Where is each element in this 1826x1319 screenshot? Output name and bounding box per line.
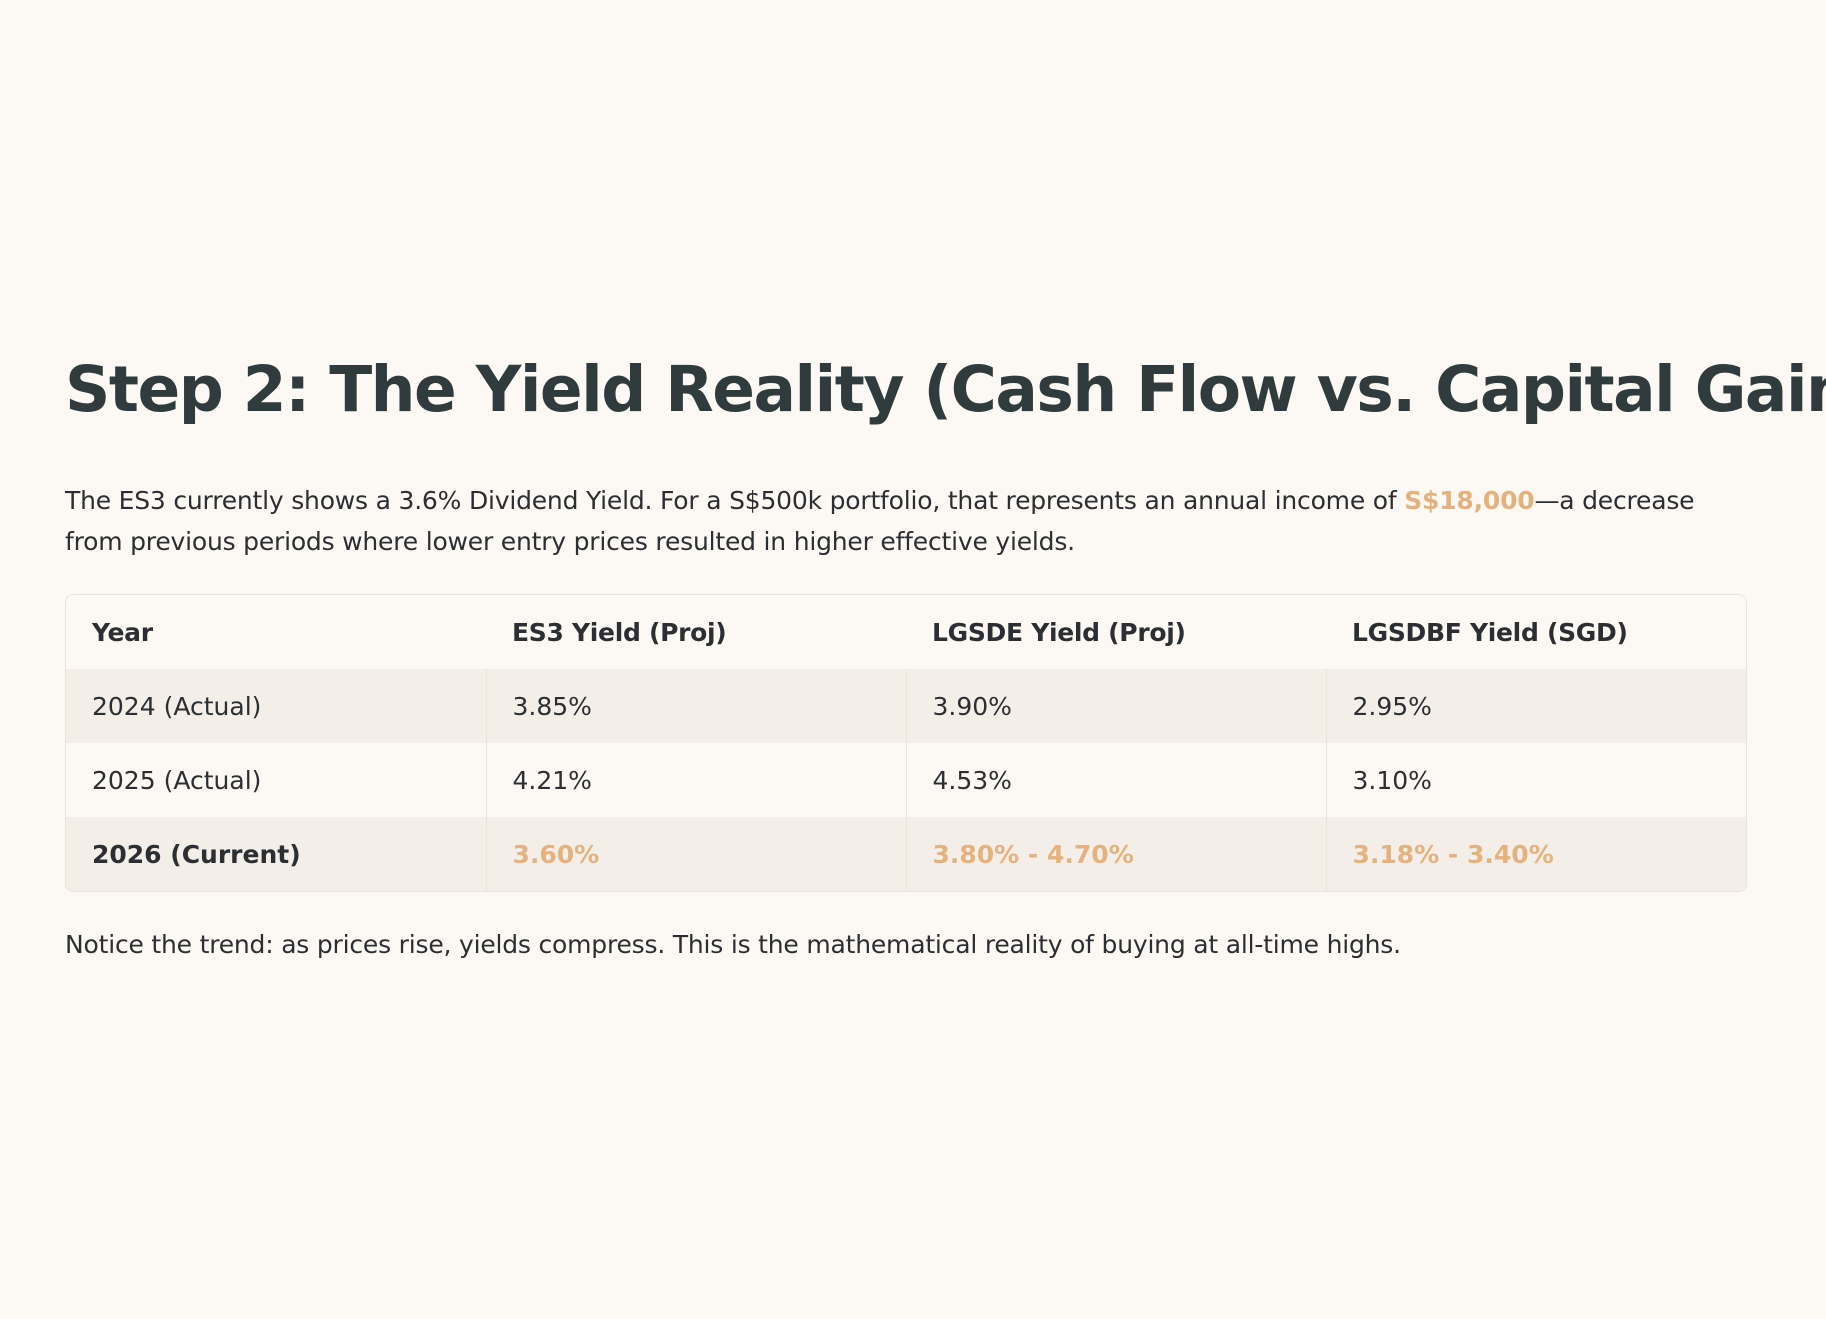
column-header-year: Year <box>92 617 153 647</box>
cell-lgsde-yield: 3.80% - 4.70% <box>905 817 1326 891</box>
column-header-lgsdbf-yield: LGSDBF Yield (SGD) <box>1352 617 1628 647</box>
cell-es3-yield: 4.21% <box>485 743 906 817</box>
intro-text-after: —a decrease from previous periods where … <box>65 486 1695 556</box>
table-row-current: 2026 (Current) 3.60% 3.80% - 4.70% 3.18%… <box>66 817 1746 891</box>
yield-table-container: Year ES3 Yield (Proj) LGSDE Yield (Proj)… <box>65 594 1747 892</box>
yield-table: Year ES3 Yield (Proj) LGSDE Yield (Proj)… <box>66 595 1746 891</box>
cell-lgsde-yield: 3.90% <box>905 669 1326 743</box>
table-row: 2024 (Actual) 3.85% 3.90% 2.95% <box>66 669 1746 743</box>
trend-note: Notice the trend: as prices rise, yields… <box>65 930 1401 959</box>
column-header-es3-yield: ES3 Yield (Proj) <box>512 617 727 647</box>
cell-es3-yield: 3.85% <box>485 669 906 743</box>
intro-paragraph: The ES3 currently shows a 3.6% Dividend … <box>65 480 1747 562</box>
cell-lgsde-yield: 4.53% <box>905 743 1326 817</box>
cell-lgsdbf-yield: 3.10% <box>1325 743 1746 817</box>
cell-lgsdbf-yield: 2.95% <box>1325 669 1746 743</box>
table-row: 2025 (Actual) 4.21% 4.53% 3.10% <box>66 743 1746 817</box>
income-highlight: S$18,000 <box>1404 486 1535 515</box>
table-header-row: Year ES3 Yield (Proj) LGSDE Yield (Proj)… <box>66 595 1746 669</box>
page-title: Step 2: The Yield Reality (Cash Flow vs.… <box>65 353 1826 426</box>
cell-year: 2026 (Current) <box>66 817 486 891</box>
cell-lgsdbf-yield: 3.18% - 3.40% <box>1325 817 1746 891</box>
article-section: Step 2: The Yield Reality (Cash Flow vs.… <box>65 352 1826 964</box>
intro-text-before: The ES3 currently shows a 3.6% Dividend … <box>65 486 1405 515</box>
cell-es3-yield: 3.60% <box>485 817 906 891</box>
cell-year: 2025 (Actual) <box>92 765 262 795</box>
cell-year: 2024 (Actual) <box>66 669 486 743</box>
column-header-lgsde-yield: LGSDE Yield (Proj) <box>932 617 1186 647</box>
